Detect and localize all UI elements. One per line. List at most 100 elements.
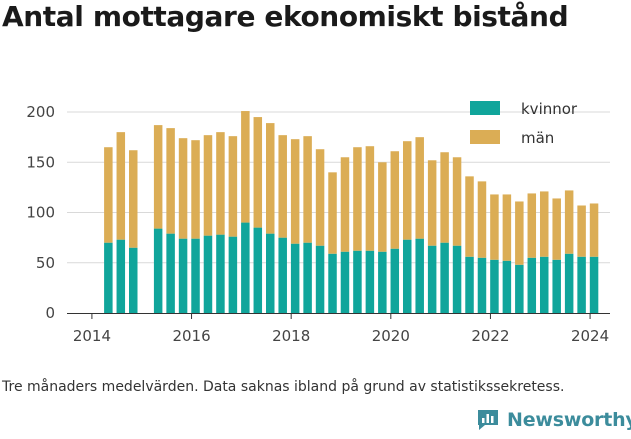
bar-kvinnor — [564, 253, 574, 313]
bar-man — [440, 152, 449, 243]
bar-kvinnor — [178, 238, 188, 313]
x-tick-label: 2014 — [73, 327, 111, 345]
bar-kvinnor — [203, 235, 213, 313]
bar-man — [402, 141, 412, 240]
bar-kvinnor — [402, 239, 412, 313]
bar-man — [278, 135, 287, 238]
bar-man — [153, 125, 163, 229]
bar-kvinnor — [104, 242, 113, 313]
bar-kvinnor — [490, 259, 499, 313]
legend-label-man: män — [521, 129, 554, 147]
bar-man — [253, 117, 263, 228]
bar-man — [166, 128, 175, 234]
bar-man — [129, 150, 138, 248]
bar-man — [315, 149, 325, 246]
bar-kvinnor — [502, 260, 512, 313]
bar-man — [452, 157, 462, 246]
bar-kvinnor — [577, 256, 586, 313]
bar-kvinnor — [153, 228, 163, 313]
x-tick-label: 2016 — [172, 327, 210, 345]
bar-man — [203, 135, 213, 236]
bar-man — [178, 138, 188, 239]
bar-kvinnor — [266, 233, 275, 313]
bar-kvinnor — [427, 245, 437, 313]
legend-swatch-man — [470, 130, 500, 144]
bar-kvinnor — [278, 237, 287, 313]
x-tick-label: 2018 — [272, 327, 310, 345]
bar-man — [216, 132, 225, 235]
bar-man — [241, 111, 250, 223]
bar-man — [465, 176, 474, 257]
bar-man — [290, 139, 300, 244]
bar-kvinnor — [216, 234, 225, 313]
bar-kvinnor — [452, 245, 462, 313]
bar-man — [502, 194, 512, 261]
bar-man — [353, 147, 362, 251]
bar-man — [266, 123, 275, 234]
chart-title: Antal mottagare ekonomiskt bistånd — [2, 0, 569, 33]
bar-kvinnor — [116, 239, 126, 313]
bar-kvinnor — [328, 253, 337, 313]
bar-kvinnor — [315, 245, 325, 313]
bar-kvinnor — [415, 238, 424, 313]
bar-man — [564, 190, 574, 254]
chart-caption: Tre månaders medelvärden. Data saknas ib… — [2, 379, 565, 395]
bar-kvinnor — [129, 247, 138, 313]
x-tick-label: 2024 — [571, 327, 609, 345]
bar-kvinnor — [365, 250, 375, 313]
bar-man — [303, 136, 312, 243]
legend-swatch-kvinnor — [470, 101, 500, 115]
bar-kvinnor — [241, 222, 250, 313]
legend-label-kvinnor: kvinnor — [521, 100, 578, 118]
bar-man — [390, 151, 400, 249]
y-tick-label: 50 — [36, 254, 55, 272]
bar-man — [515, 201, 524, 265]
bar-kvinnor — [340, 251, 350, 313]
bar-man — [104, 147, 113, 243]
bar-man — [427, 160, 437, 246]
newsworthy-brand[interactable]: Newsworthy — [475, 407, 631, 433]
bar-man — [415, 137, 424, 239]
bar-man — [539, 191, 549, 257]
bar-kvinnor — [589, 256, 599, 313]
bar-man — [116, 132, 126, 240]
bar-kvinnor — [515, 264, 524, 313]
bar-kvinnor — [191, 238, 200, 313]
bar-man — [328, 172, 337, 254]
bar-kvinnor — [527, 257, 537, 313]
bar-man — [589, 203, 599, 257]
bar-kvinnor — [440, 242, 449, 313]
bar-kvinnor — [390, 248, 400, 313]
bar-kvinnor — [303, 242, 312, 313]
bar-kvinnor — [253, 227, 263, 313]
axis-layer: 0 50 100 150 200 2014 2016 2018 2020 2022 2024 — [26, 103, 610, 345]
bar-kvinnor — [378, 251, 387, 313]
bar-man — [552, 198, 561, 260]
bar-man — [527, 193, 537, 258]
brand-name: Newsworthy — [507, 409, 631, 431]
bar-kvinnor — [290, 243, 300, 313]
bar-man — [228, 136, 238, 237]
bar-man — [191, 140, 200, 239]
bar-man — [340, 157, 350, 252]
bar-kvinnor — [166, 233, 175, 313]
y-tick-label: 200 — [26, 103, 55, 121]
bar-man — [365, 146, 375, 251]
bar-man — [490, 194, 499, 260]
bar-man — [477, 181, 487, 258]
x-tick-label: 2022 — [471, 327, 509, 345]
bar-kvinnor — [477, 257, 487, 313]
bar-kvinnor — [539, 256, 549, 313]
legend: kvinnor män — [470, 100, 578, 147]
bar-kvinnor — [228, 236, 238, 313]
bar-kvinnor — [353, 250, 362, 313]
y-tick-label: 0 — [45, 304, 55, 322]
bar-kvinnor — [465, 256, 474, 313]
bar-layer — [104, 111, 599, 313]
x-tick-label: 2020 — [372, 327, 410, 345]
bar-kvinnor — [552, 259, 561, 313]
bar-man — [378, 162, 387, 252]
y-tick-label: 100 — [26, 204, 55, 222]
bar-man — [577, 205, 586, 257]
